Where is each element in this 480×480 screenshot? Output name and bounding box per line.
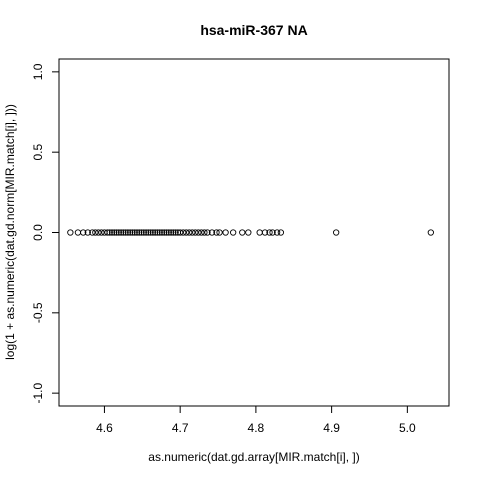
- data-point: [213, 229, 220, 236]
- data-point: [127, 229, 134, 236]
- data-point: [204, 229, 211, 236]
- data-point: [89, 229, 96, 236]
- data-point: [124, 229, 132, 236]
- data-point: [222, 229, 229, 236]
- data-point: [108, 229, 116, 236]
- data-point: [192, 229, 199, 236]
- data-point: [333, 229, 340, 236]
- y-tick-label: 1.0: [31, 63, 45, 80]
- data-point: [183, 229, 190, 236]
- data-point: [172, 229, 179, 236]
- data-point: [104, 229, 111, 236]
- y-tick-label: -1.0: [31, 382, 45, 403]
- data-point: [230, 229, 237, 236]
- data-point: [140, 229, 147, 236]
- data-point: [154, 229, 161, 236]
- data-point: [201, 229, 208, 236]
- data-point: [261, 229, 269, 236]
- y-tick-label: 0.0: [31, 224, 45, 241]
- data-point: [165, 229, 172, 236]
- data-point: [277, 229, 285, 236]
- data-point: [256, 229, 263, 236]
- data-point: [92, 229, 99, 236]
- data-point: [145, 229, 152, 236]
- data-point: [208, 229, 216, 236]
- data-point: [189, 229, 196, 236]
- data-point: [122, 229, 129, 236]
- data-point: [84, 229, 91, 236]
- data-point: [216, 229, 223, 236]
- x-tick-label: 5.0: [399, 421, 416, 435]
- data-point: [80, 229, 87, 236]
- data-point: [113, 229, 120, 236]
- data-point: [266, 229, 273, 236]
- x-tick-label: 4.6: [96, 421, 113, 435]
- data-point: [133, 229, 141, 236]
- x-tick-label: 4.9: [323, 421, 340, 435]
- data-point: [180, 229, 187, 236]
- plot-area-frame: [58, 58, 450, 407]
- data-point: [149, 229, 157, 236]
- data-point: [195, 229, 202, 236]
- data-point: [170, 229, 177, 236]
- data-point: [115, 229, 122, 236]
- data-point: [67, 229, 74, 236]
- data-point: [245, 229, 252, 236]
- data-point: [152, 229, 159, 236]
- data-point: [106, 229, 113, 236]
- data-points: [67, 229, 434, 236]
- data-point: [147, 229, 154, 236]
- x-tick-label: 4.8: [248, 421, 265, 435]
- data-point: [198, 229, 205, 236]
- data-point: [163, 229, 170, 236]
- data-point: [98, 229, 105, 236]
- y-axis: -1.0 -0.5 0.0 0.5 1.0: [31, 63, 60, 403]
- y-axis-title: log(1 + as.numeric(dat.gd.norm[MIR.match…: [3, 104, 17, 360]
- data-point: [427, 229, 434, 236]
- data-point: [269, 229, 276, 236]
- data-point: [156, 229, 163, 236]
- x-axis-title: as.numeric(dat.gd.array[MIR.match[i], ]): [148, 450, 359, 464]
- y-tick-label: -0.5: [31, 302, 45, 323]
- data-point: [120, 229, 127, 236]
- data-point: [239, 229, 246, 236]
- data-point: [167, 229, 175, 236]
- data-point: [136, 229, 143, 236]
- chart-title: hsa-miR-367 NA: [200, 22, 307, 38]
- data-point: [95, 229, 102, 236]
- data-point: [117, 229, 125, 236]
- data-point: [177, 229, 184, 236]
- x-axis: 4.6 4.7 4.8 4.9 5.0: [96, 405, 416, 435]
- x-tick-label: 4.7: [172, 421, 189, 435]
- y-tick-label: 0.5: [31, 144, 45, 161]
- data-point: [142, 229, 150, 236]
- data-point: [129, 229, 136, 236]
- data-point: [74, 229, 82, 236]
- data-point: [273, 229, 281, 236]
- data-point: [158, 229, 166, 236]
- data-point: [111, 229, 118, 236]
- data-point: [138, 229, 145, 236]
- data-point: [131, 229, 138, 236]
- data-point: [186, 229, 193, 236]
- data-point: [161, 229, 168, 236]
